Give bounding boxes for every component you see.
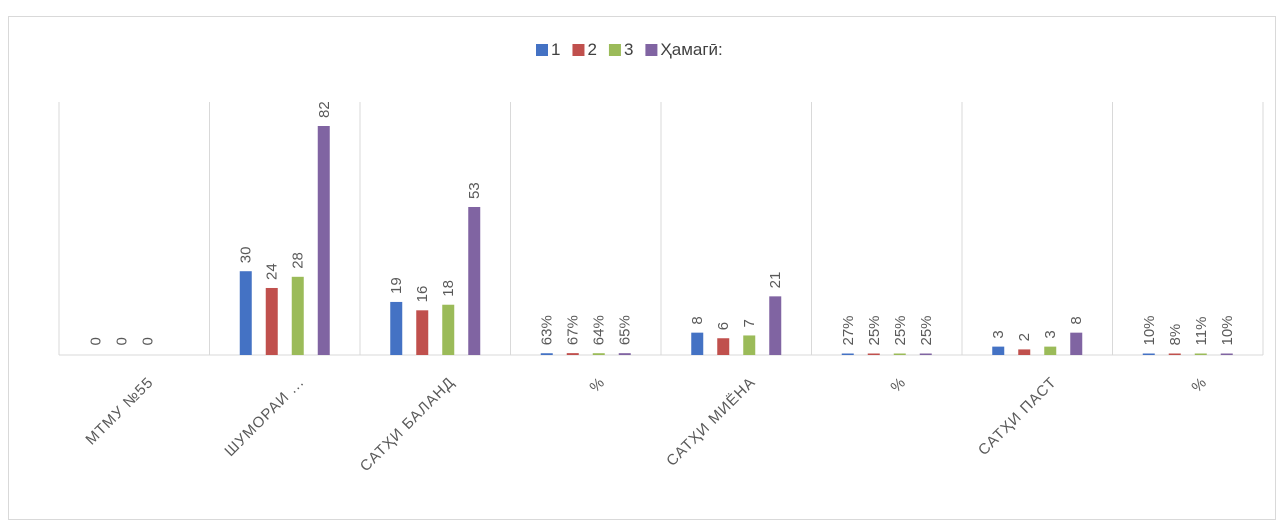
data-label: 25% [892, 315, 909, 345]
bar-Ҳамагӣ:-1 [317, 126, 330, 355]
data-label: 21 [767, 272, 784, 289]
legend-entry: Ҳамагӣ: [660, 40, 722, 59]
data-label: 10% [1219, 315, 1236, 345]
bar-3-1 [291, 276, 304, 355]
bar-3-4 [743, 335, 756, 355]
bar-Ҳамагӣ:-7 [1220, 353, 1233, 355]
category-label: САТҲИ МИЁНА [663, 374, 759, 470]
data-label: 25% [918, 315, 935, 345]
bar-1-7 [1142, 353, 1155, 355]
bar-3-3 [592, 353, 605, 355]
data-label: 82 [316, 101, 333, 118]
bar-Ҳамагӣ:-4 [769, 296, 782, 355]
category-label: % [1188, 374, 1210, 396]
bar-3-7 [1194, 353, 1207, 355]
legend-entry: 2 [587, 40, 596, 59]
category-label: САТҲИ ПАСТ [975, 374, 1060, 459]
data-label: 65% [617, 315, 634, 345]
data-label: 11% [1193, 317, 1210, 346]
data-label: 3 [1042, 330, 1059, 338]
bar-Ҳамагӣ:-5 [919, 353, 932, 355]
bar-1-2 [390, 301, 403, 355]
bar-1-6 [992, 346, 1005, 355]
data-label: 67% [565, 315, 582, 345]
bar-2-6 [1018, 349, 1031, 355]
data-label: 0 [87, 337, 104, 345]
data-label: 63% [539, 315, 556, 345]
data-label: 27% [840, 315, 857, 345]
category-label: МТМУ №55 [82, 374, 157, 449]
bar-1-4 [691, 332, 704, 355]
data-label: 19 [388, 277, 405, 294]
bar-2-1 [265, 287, 278, 355]
legend-swatch [645, 44, 658, 56]
data-label: 0 [139, 337, 156, 345]
bar-2-4 [717, 338, 730, 355]
category-label: ШУМОРАИ ... [221, 374, 307, 460]
legend-swatch [572, 44, 585, 56]
data-label: 8 [689, 316, 706, 324]
data-label: 24 [264, 263, 281, 280]
bar-3-6 [1044, 346, 1057, 355]
bar-2-3 [566, 353, 579, 355]
legend-swatch [608, 44, 621, 56]
bar-2-5 [867, 353, 880, 355]
bar-1-1 [239, 271, 252, 355]
bar-1-3 [540, 353, 553, 355]
data-label: 2 [1016, 333, 1033, 341]
category-label: % [887, 374, 909, 396]
data-label: 0 [113, 337, 130, 345]
bar-Ҳамагӣ:-6 [1070, 332, 1083, 355]
category-label: САТҲИ БАЛАНД [357, 374, 458, 475]
data-label: 25% [866, 315, 883, 345]
legend-entry: 1 [551, 40, 560, 59]
data-label: 8% [1167, 324, 1184, 346]
bar-3-2 [442, 304, 455, 355]
data-label: 3 [990, 330, 1007, 338]
legend-entry: 3 [624, 40, 633, 59]
bar-3-5 [893, 353, 906, 355]
bar-1-5 [841, 353, 854, 355]
data-label: 7 [741, 319, 758, 327]
chart-area: 0 30 19 63% 8 27% 3 10% 0 24 16 67% 6 25% 2 8% 0 28 18 64% 7… [8, 16, 1276, 520]
data-label: 6 [715, 322, 732, 330]
data-label: 16 [414, 286, 431, 303]
bar-Ҳамагӣ:-2 [468, 206, 481, 355]
category-label: % [586, 374, 608, 396]
bar-2-7 [1168, 353, 1181, 355]
bar-2-2 [416, 310, 429, 355]
data-label: 10% [1141, 315, 1158, 345]
data-label: 18 [440, 280, 457, 297]
data-label: 53 [466, 182, 483, 199]
bar-Ҳамагӣ:-3 [618, 353, 631, 355]
legend-swatch [536, 44, 548, 56]
data-label: 28 [290, 252, 307, 269]
data-label: 8 [1068, 316, 1085, 324]
data-label: 64% [591, 315, 608, 345]
data-label: 30 [238, 247, 255, 264]
